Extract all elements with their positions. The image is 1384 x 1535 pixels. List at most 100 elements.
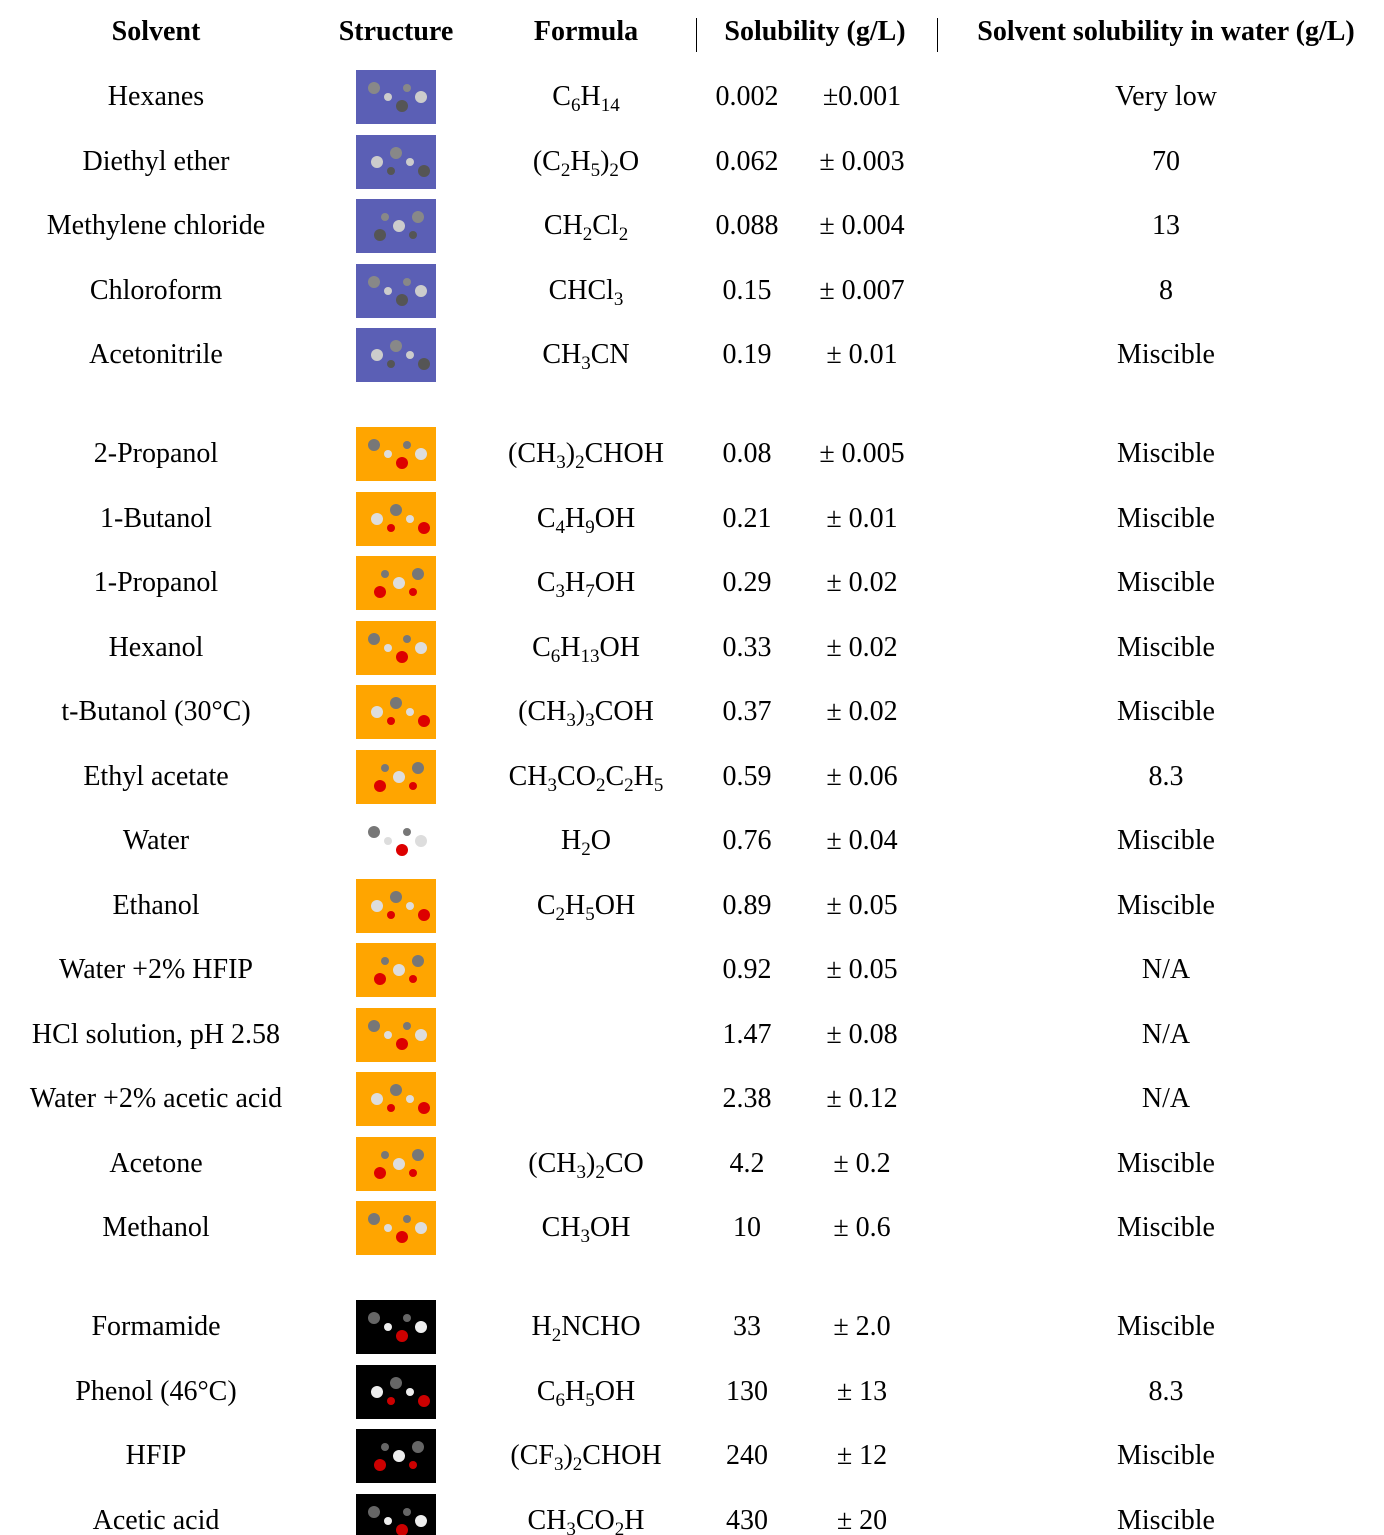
solubility-error: ± 0.01 (826, 339, 898, 370)
water-solubility: Miscible (1117, 1440, 1215, 1471)
formula: C3H7OH (536, 567, 636, 602)
solubility-error: ± 0.05 (826, 889, 898, 921)
solubility-value: 0.33 (722, 631, 772, 663)
water-solubility: N/A (1141, 1018, 1191, 1050)
solubility-value: 130 (726, 1375, 768, 1407)
solvent-name: Ethanol (112, 889, 200, 921)
structure-image (356, 1300, 436, 1354)
solubility-error: ± 2.0 (833, 1311, 891, 1342)
solubility-error: ± 0.02 (826, 631, 898, 663)
solvent-name: Acetonitrile (89, 339, 223, 370)
solubility-error: ± 0.01 (826, 502, 898, 534)
solvent-name: Phenol (46°C) (75, 1375, 237, 1407)
structure-image (356, 1364, 436, 1419)
solvent-name: HFIP (125, 1440, 187, 1471)
formula: CH3CN (542, 339, 630, 374)
water-solubility: Miscible (1117, 1147, 1215, 1179)
water-solubility: Miscible (1117, 631, 1215, 663)
structure-image (356, 1493, 436, 1535)
water-solubility: Miscible (1117, 825, 1215, 856)
solubility-value: 0.19 (722, 339, 772, 370)
formula: C4H9OH (536, 502, 636, 538)
solvent-name: Formamide (91, 1311, 221, 1342)
solubility-value: 10 (733, 1212, 761, 1243)
solubility-value: 0.89 (722, 889, 772, 921)
solubility-error: ± 13 (836, 1375, 888, 1407)
solubility-error: ± 12 (836, 1440, 888, 1471)
solvent-name: HCl solution, pH 2.58 (31, 1018, 281, 1050)
solubility-value: 2.38 (722, 1083, 772, 1114)
water-solubility: Very low (1115, 81, 1217, 112)
structure-image (356, 263, 436, 318)
structure-image (356, 199, 436, 253)
solvent-name: Methylene chloride (46, 210, 266, 241)
formula: (CH3)2CHOH (508, 438, 664, 473)
solubility-error: ± 0.06 (826, 760, 898, 792)
solubility-error: ± 0.2 (833, 1147, 891, 1179)
solubility-value: 0.21 (722, 502, 772, 534)
solubility-value: 4.2 (729, 1147, 765, 1179)
solvent-name: 1-Butanol (100, 502, 212, 534)
structure-image (356, 620, 436, 675)
solubility-value: 0.088 (715, 210, 779, 241)
column-header: Structure (338, 16, 454, 47)
water-solubility: Miscible (1117, 502, 1215, 534)
column-header: Solvent (111, 16, 201, 47)
solubility-error: ± 0.05 (826, 954, 898, 985)
formula: (CH3)2CO (528, 1147, 644, 1183)
structure-image (356, 134, 436, 189)
structure-image (356, 1201, 436, 1255)
solvent-name: Acetone (109, 1147, 203, 1179)
solubility-value: 0.29 (722, 567, 772, 598)
solvent-name: Ethyl acetate (83, 760, 229, 792)
solvent-name: Hexanes (107, 81, 205, 112)
water-solubility: Miscible (1117, 567, 1215, 598)
solubility-value: 0.92 (722, 954, 772, 985)
structure-image (356, 1136, 436, 1191)
solubility-value: 0.15 (722, 274, 772, 306)
column-header: Solvent solubility in water (g/L) (977, 16, 1355, 47)
formula: (C2H5)2O (532, 145, 640, 181)
water-solubility: N/A (1141, 954, 1191, 985)
water-solubility: Miscible (1117, 696, 1215, 727)
solubility-error: ± 0.003 (819, 145, 905, 177)
column-header: Solubility (g/L) (724, 16, 906, 47)
formula: CH2Cl2 (543, 210, 629, 245)
structure-image (368, 826, 427, 856)
solvent-name: Acetic acid (92, 1504, 220, 1535)
formula: H2NCHO (531, 1311, 641, 1346)
water-solubility: Miscible (1117, 889, 1215, 921)
solubility-error: ± 0.007 (819, 274, 905, 306)
structure-image (356, 427, 436, 481)
solubility-value: 33 (733, 1311, 761, 1342)
water-solubility: 13 (1152, 210, 1180, 241)
formula: (CF3)2CHOH (510, 1440, 662, 1475)
structure-image (356, 1007, 436, 1062)
water-solubility: Miscible (1117, 339, 1215, 370)
water-solubility: N/A (1141, 1083, 1191, 1114)
solubility-error: ± 0.02 (826, 696, 898, 727)
water-solubility: 70 (1152, 145, 1180, 177)
solubility-value: 0.59 (722, 760, 772, 792)
solubility-error: ± 0.02 (826, 567, 898, 598)
solubility-value: 0.37 (722, 696, 772, 727)
water-solubility: Miscible (1117, 438, 1215, 469)
structure-image (356, 491, 436, 546)
structure-image (356, 70, 436, 124)
formula: CH3CO2C2H5 (508, 760, 664, 796)
column-header: Formula (533, 16, 639, 47)
formula: CH3OH (541, 1212, 631, 1247)
structure-image (356, 1072, 436, 1126)
solvent-name: Water +2% HFIP (59, 954, 253, 985)
solvent-name: 2-Propanol (93, 438, 219, 469)
solubility-error: ± 0.12 (826, 1083, 898, 1114)
water-solubility: Miscible (1117, 1504, 1215, 1535)
formula: C6H5OH (536, 1375, 636, 1411)
solvent-name: Water (122, 825, 190, 856)
header-separator (937, 18, 938, 52)
solubility-value: 0.002 (715, 81, 779, 112)
structure-image (356, 749, 436, 804)
solvent-name: Methanol (102, 1212, 210, 1243)
structure-image (356, 1429, 436, 1483)
